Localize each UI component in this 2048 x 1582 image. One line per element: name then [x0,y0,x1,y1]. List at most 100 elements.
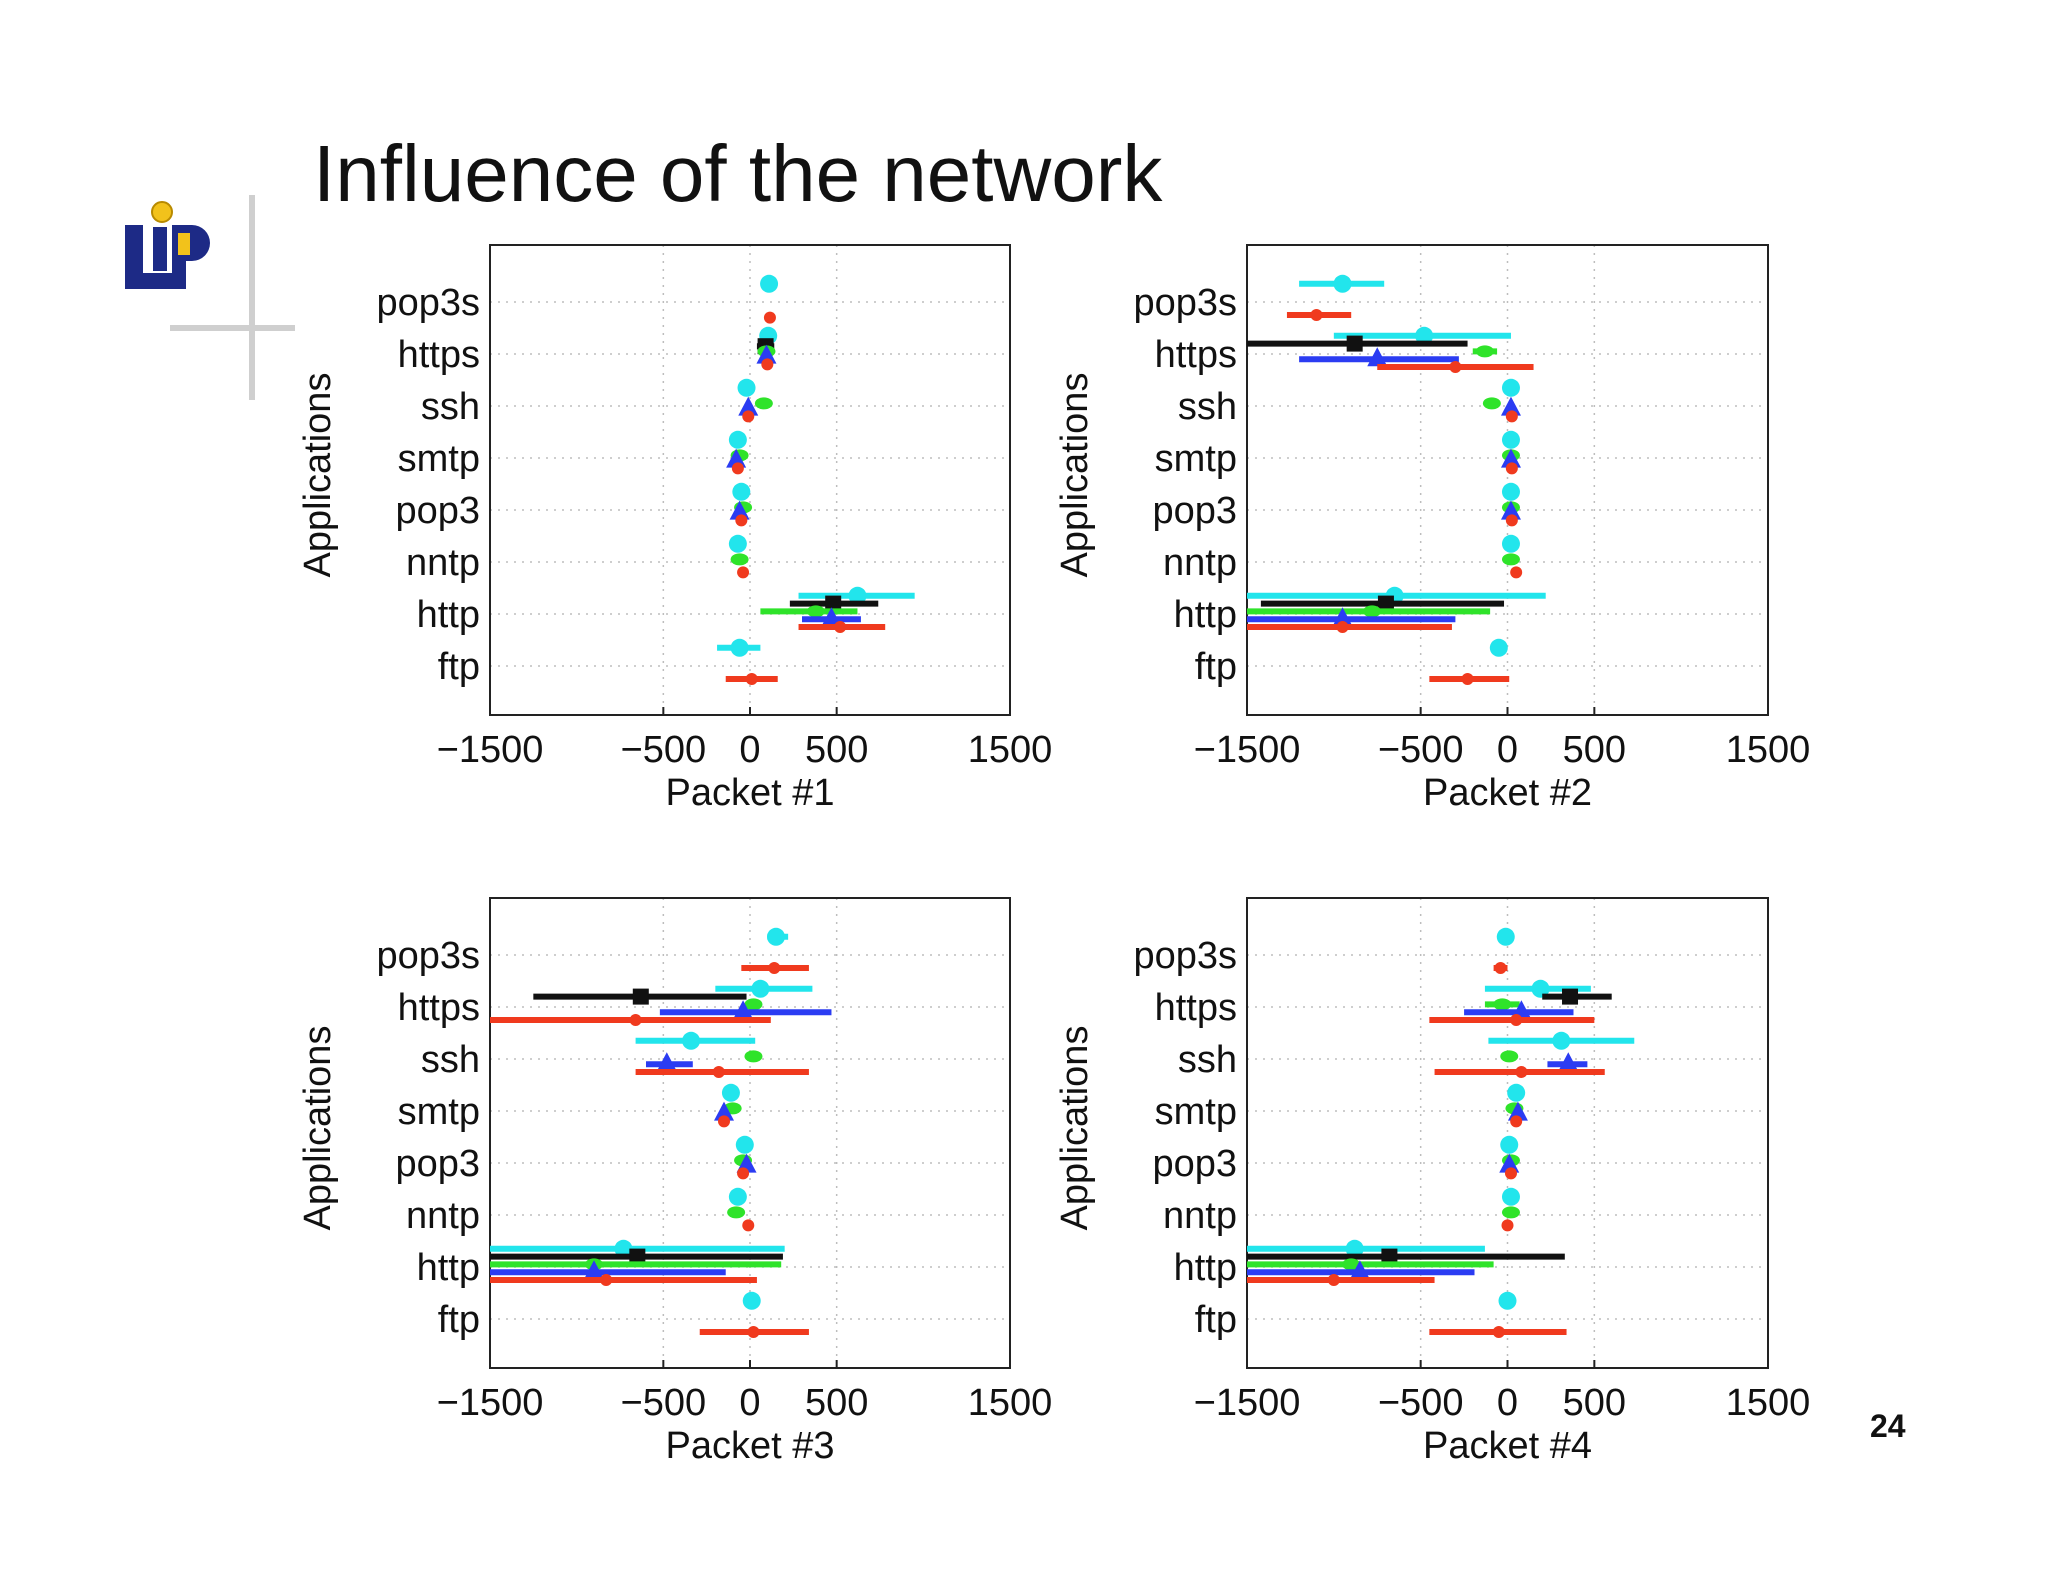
data-point-https-black [1247,335,1468,352]
data-point-nntp-green [1501,1206,1520,1219]
marker-diamond [1363,605,1382,618]
data-point-pop3s-cyan [1299,274,1385,293]
data-point-nntp-green [730,553,749,566]
marker-dot [718,1115,730,1128]
data-point-http-cyan [1247,1239,1485,1258]
data-point-ssh-green [1482,397,1501,410]
data-point-pop3s-cyan [767,927,789,946]
data-point-ftp-red [699,1326,809,1338]
marker-dot [1505,462,1518,475]
marker-circle [728,534,747,553]
data-point-ftp-cyan [717,638,761,657]
data-point-http-green [1247,605,1491,618]
y-tick-label: smtp [398,438,480,480]
marker-circle [1415,326,1434,345]
data-point-http-blue [1247,607,1456,627]
marker-circle [1498,1291,1517,1310]
data-point-pop3s-red [1286,309,1352,321]
data-point-pop3-cyan [1501,482,1520,501]
y-tick-label: pop3 [1152,1143,1237,1185]
marker-dot [1510,1115,1523,1128]
marker-square [632,988,649,1005]
y-tick-label: nntp [406,1195,480,1237]
x-tick-label: −500 [1378,1382,1464,1424]
data-point-smtp-blue [714,1101,734,1121]
data-point-http-red [798,621,886,633]
marker-circle [1501,378,1520,397]
data-point-smtp-cyan [1501,430,1520,449]
data-point-http-black [789,595,879,612]
y-tick-label: https [1155,987,1237,1029]
marker-dot [712,1066,725,1078]
marker-diamond [754,397,773,410]
y-tick-label: nntp [1163,1195,1237,1237]
y-tick-label: http [1174,1247,1237,1289]
marker-dot [1449,361,1462,373]
x-tick-label: 500 [1563,1382,1626,1424]
marker-triangle [714,1101,734,1121]
y-tick-label: ssh [1178,1039,1237,1081]
data-point-http-black [1260,595,1505,612]
x-axis-label: Packet #1 [666,772,835,814]
y-tick-label: https [1155,334,1237,376]
marker-dot [737,1167,750,1180]
slide-title: Influence of the network [313,129,1163,218]
y-tick-label: pop3s [1133,282,1237,324]
marker-square [1377,595,1394,612]
chart-panel-2: −1500 −500 0 500 1500 pop3s https ssh smtp pop3 nn… [1054,244,1811,814]
marker-dot [742,410,755,423]
x-tick-label: −1500 [437,1382,544,1424]
marker-circle [1501,430,1520,449]
data-point-ftp-red [1429,1326,1567,1338]
marker-square [629,1248,646,1265]
chart-panel-1: −1500 −500 0 500 1500 pop3s https ssh smtp pop3 nn… [297,244,1053,814]
y-tick-label: pop3 [395,1143,480,1185]
data-point-pop3-blue [729,500,750,520]
data-point-pop3s-cyan [760,274,779,293]
marker-circle [614,1239,633,1258]
data-point-pop3s-red [1493,962,1508,974]
data-point-https-red [490,1014,771,1026]
data-point-http-red [1247,621,1452,633]
data-point-http-red [1247,1274,1435,1286]
data-point-ftp-cyan [1489,638,1508,657]
marker-circle [760,274,779,293]
x-tick-label: 500 [805,729,868,771]
data-point-ssh-red [635,1066,809,1078]
marker-dot [1327,1274,1340,1286]
marker-dot [1505,514,1518,527]
plot-frame [489,244,1011,716]
marker-circle [728,1187,747,1206]
marker-square [1346,335,1363,352]
x-tick-label: −1500 [1194,729,1301,771]
x-tick-label: 1500 [1726,729,1811,771]
data-point-smtp-blue [1500,448,1521,468]
data-point-ssh-blue [738,396,759,416]
data-point-nntp-red [1510,566,1523,579]
x-tick-label: −1500 [1194,1382,1301,1424]
x-tick-label: 0 [739,729,760,771]
marker-dot [761,358,774,371]
marker-circle [682,1031,701,1050]
data-point-http-green [1247,1258,1494,1271]
data-point-https-red [1377,361,1534,373]
marker-triangle [1349,1260,1370,1280]
marker-circle [1333,274,1352,293]
marker-diamond [730,553,749,566]
marker-diamond [806,605,825,618]
marker-circle [737,378,756,397]
x-axis-label: Packet #4 [1423,1425,1592,1467]
marker-dot [763,311,776,324]
x-tick-label: 1500 [968,729,1053,771]
data-point-pop3s-cyan [1496,927,1515,946]
marker-dot [834,621,847,633]
data-point-pop3s-red [741,962,809,974]
data-point-ssh-blue [1500,396,1521,416]
marker-dot [1336,621,1349,633]
marker-circle [1500,1135,1519,1154]
marker-circle [735,1135,754,1154]
data-point-https-green [1472,345,1498,358]
y-axis-label: Applications [297,373,339,578]
chart-panel-3: −1500 −500 0 500 1500 pop3s https ssh smtp pop3 nn… [297,897,1052,1467]
